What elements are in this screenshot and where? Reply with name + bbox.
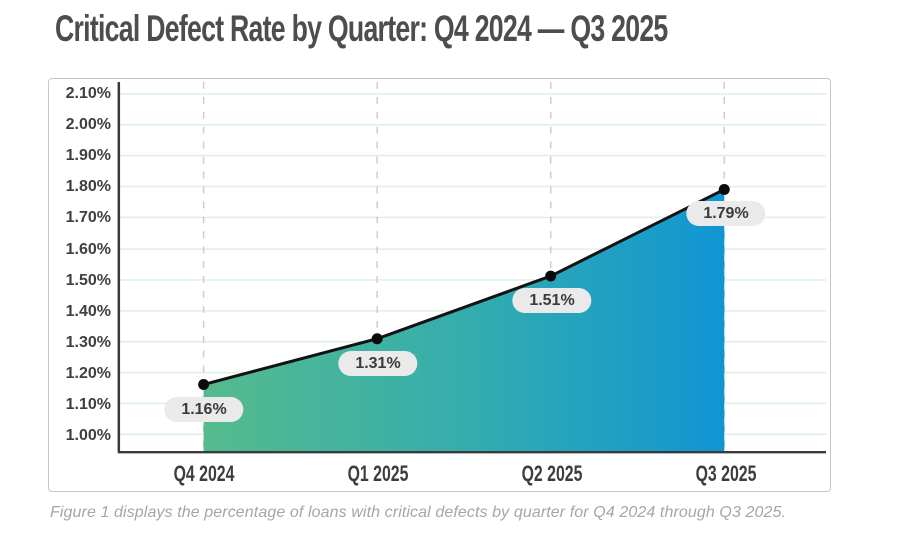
x-tick-label-q3-2025: Q3 2025 xyxy=(695,461,757,486)
data-point-q1-2025 xyxy=(371,333,383,345)
y-tick-label: 1.90% xyxy=(65,147,111,164)
y-tick-label: 1.30% xyxy=(65,334,111,351)
y-tick-label: 1.40% xyxy=(65,303,111,320)
y-tick-label: 1.50% xyxy=(65,272,111,289)
trend-line xyxy=(202,187,726,387)
y-tick-label: 1.20% xyxy=(65,365,111,382)
data-point-q2-2025 xyxy=(545,270,557,282)
y-tick-label: 1.10% xyxy=(65,396,111,413)
x-tick-label-q1-2025: Q1 2025 xyxy=(347,461,409,486)
value-label-q2-2025: 1.51% xyxy=(512,288,592,313)
value-label-q1-2025: 1.31% xyxy=(338,351,418,376)
figure-caption: Figure 1 displays the percentage of loan… xyxy=(50,504,787,521)
data-point-markers xyxy=(198,183,730,390)
value-label-q4-2024: 1.16% xyxy=(164,397,244,422)
y-tick-label: 1.80% xyxy=(65,178,111,195)
value-label-q3-2025: 1.79% xyxy=(686,201,766,226)
x-tick-label-q4-2024: Q4 2024 xyxy=(173,461,235,486)
data-point-q3-2025 xyxy=(718,183,730,195)
y-tick-label: 1.70% xyxy=(65,209,111,226)
y-tick-label: 1.00% xyxy=(65,427,111,444)
plot-area xyxy=(117,81,827,454)
x-tick-label-q2-2025: Q2 2025 xyxy=(521,461,583,486)
chart-title: Critical Defect Rate by Quarter: Q4 2024… xyxy=(55,8,668,49)
y-tick-label: 2.10% xyxy=(65,85,111,102)
data-point-q4-2024 xyxy=(198,379,210,390)
chart-container: 2.10% 2.00% 1.90% 1.80% 1.70% 1.60% 1.50… xyxy=(48,78,831,492)
y-tick-label: 1.60% xyxy=(65,241,111,258)
y-tick-label: 2.00% xyxy=(65,116,111,133)
